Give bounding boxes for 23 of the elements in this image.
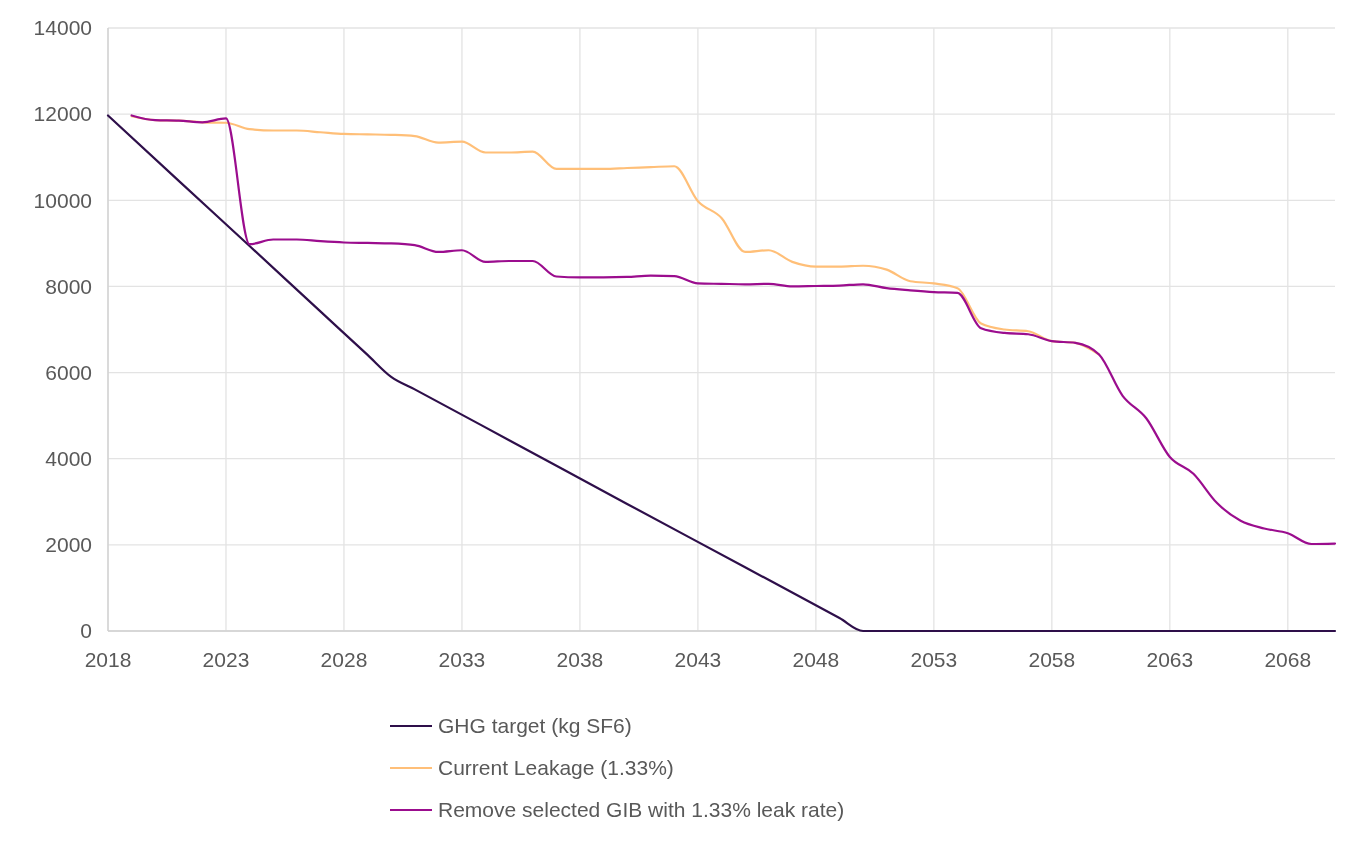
- x-tick-label: 2043: [674, 648, 722, 671]
- y-tick-label: 2000: [45, 533, 92, 557]
- y-tick-label: 12000: [33, 102, 92, 126]
- legend-label: Current Leakage (1.33%): [438, 756, 674, 780]
- x-tick-label: 2038: [556, 648, 604, 671]
- x-tick-label: 2058: [1028, 648, 1076, 671]
- x-tick-label: 2018: [84, 648, 132, 671]
- x-tick-label: 2048: [792, 648, 840, 671]
- y-tick-label: 14000: [33, 16, 92, 40]
- x-tick-label: 2068: [1264, 648, 1312, 671]
- x-tick-label: 2033: [438, 648, 486, 671]
- x-tick-label: 2053: [910, 648, 958, 671]
- legend-label: Remove selected GIB with 1.33% leak rate): [438, 798, 845, 822]
- y-tick-label: 4000: [45, 447, 92, 471]
- y-tick-label: 8000: [45, 274, 92, 298]
- x-tick-label: 2063: [1146, 648, 1194, 671]
- x-tick-label: 2028: [320, 648, 368, 671]
- y-tick-label: 0: [80, 619, 92, 643]
- legend-label: GHG target (kg SF6): [438, 714, 632, 738]
- y-tick-label: 10000: [33, 188, 92, 212]
- line-series: [130, 114, 1337, 546]
- y-tick-label: 6000: [45, 360, 92, 384]
- x-tick-label: 2023: [202, 648, 250, 671]
